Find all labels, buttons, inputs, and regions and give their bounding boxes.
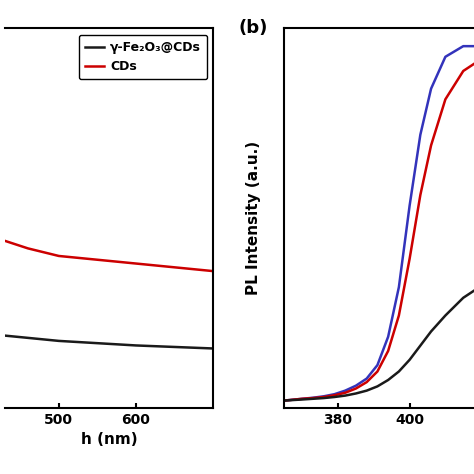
CDs xyxy=(172,264,178,270)
X-axis label: h (nm): h (nm) xyxy=(81,432,137,447)
γ-Fe₂O₃@CDs xyxy=(25,335,31,341)
CDs xyxy=(56,253,62,259)
Text: PL Intensity (a.u.): PL Intensity (a.u.) xyxy=(246,141,261,295)
CDs xyxy=(2,238,8,244)
γ-Fe₂O₃@CDs xyxy=(2,333,8,338)
Legend: γ-Fe₂O₃@CDs, CDs: γ-Fe₂O₃@CDs, CDs xyxy=(79,35,207,80)
CDs xyxy=(133,261,139,266)
Line: CDs: CDs xyxy=(5,241,213,271)
Text: (b): (b) xyxy=(239,19,268,37)
γ-Fe₂O₃@CDs xyxy=(56,338,62,344)
γ-Fe₂O₃@CDs xyxy=(172,344,178,350)
γ-Fe₂O₃@CDs xyxy=(210,346,216,351)
Line: γ-Fe₂O₃@CDs: γ-Fe₂O₃@CDs xyxy=(5,336,213,348)
γ-Fe₂O₃@CDs xyxy=(133,343,139,348)
CDs xyxy=(25,246,31,251)
CDs xyxy=(210,268,216,274)
γ-Fe₂O₃@CDs xyxy=(95,340,100,346)
CDs xyxy=(95,257,100,263)
